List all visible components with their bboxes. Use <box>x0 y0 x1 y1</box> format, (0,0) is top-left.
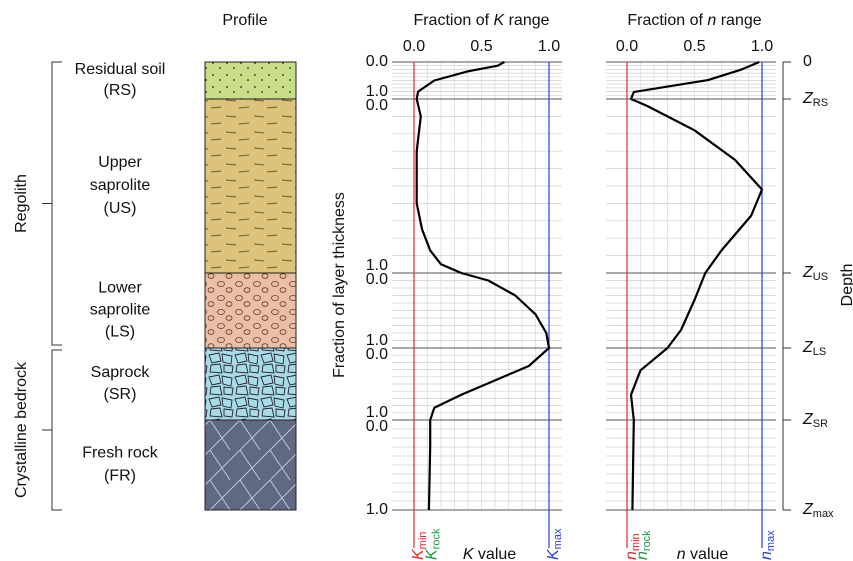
depth-label: Depth <box>839 264 853 307</box>
x-tick-label: 0.5 <box>683 38 705 55</box>
x-tick-label: 0.0 <box>616 38 638 55</box>
chart-title-part: K <box>493 12 505 29</box>
chart-title-part: range <box>716 12 761 29</box>
layer-label: (SR) <box>104 386 137 403</box>
layer-label: Upper <box>98 154 142 171</box>
y-tick-label: 0.0 <box>366 346 388 363</box>
group-label: Crystalline bedrock <box>13 361 30 498</box>
y-tick-label: 0.0 <box>366 271 388 288</box>
chart-title: Fraction of n range <box>627 12 761 29</box>
layer-label: (RS) <box>104 82 137 99</box>
profile-layer <box>204 347 297 421</box>
x-axis-label-part: n <box>677 546 686 561</box>
depth-tick-label: ZLS <box>802 339 826 358</box>
depth-tick-label-main: Z <box>802 501 814 518</box>
reference-label-main: K <box>545 548 562 560</box>
reference-label-main: K <box>410 548 427 560</box>
reference-label: nmax <box>758 530 777 560</box>
reference-label: nmin <box>623 533 642 560</box>
layer-label: (US) <box>104 200 137 217</box>
profile-layer <box>204 61 297 100</box>
x-tick-label: 0.5 <box>470 38 492 55</box>
reference-label-main: n <box>758 551 775 560</box>
data-line <box>629 60 764 511</box>
reference-label-sub: min <box>630 533 642 551</box>
depth-tick-label-main: Z <box>802 411 814 428</box>
y-tick-label: 0.0 <box>366 53 388 70</box>
group-label: Regolith <box>13 174 30 233</box>
layer-label: saprolite <box>90 177 151 194</box>
depth-tick-label: 0 <box>803 53 812 70</box>
reference-label-main: n <box>634 551 651 560</box>
layer-label: (FR) <box>104 468 136 485</box>
x-axis-label-part: value <box>473 546 516 561</box>
reference-label-sub: rock <box>430 528 442 549</box>
layer-label: saprolite <box>90 302 151 319</box>
profile-layer <box>204 98 297 274</box>
depth-tick-label-main: Z <box>802 264 814 281</box>
layer-label: Residual soil <box>75 61 166 78</box>
x-tick-label: 1.0 <box>751 38 773 55</box>
reference-label-main: n <box>623 551 640 560</box>
reference-label: Kmin <box>410 532 429 560</box>
y-tick-label: 1.0 <box>366 257 388 274</box>
chart-title: Fraction of K range <box>413 12 549 29</box>
profile-layer <box>204 419 297 511</box>
reference-label-sub: min <box>417 532 429 550</box>
profile-title: Profile <box>222 12 267 29</box>
chart-title-part: n <box>707 12 716 29</box>
depth-tick-label: ZRS <box>802 90 828 109</box>
reference-label: nrock <box>634 530 653 560</box>
y-tick-label: 0.0 <box>366 97 388 114</box>
depth-tick-label-sub: RS <box>813 97 828 109</box>
y-tick-label: 1.0 <box>366 501 388 518</box>
group-bracket <box>42 349 62 511</box>
depth-tick-label: Zmax <box>802 501 834 520</box>
x-axis-label-part: value <box>686 546 729 561</box>
layer-label: Saprock <box>91 364 151 381</box>
profile-layer <box>204 272 297 349</box>
depth-tick-label: ZSR <box>802 411 828 430</box>
depth-tick-label: ZUS <box>802 264 828 283</box>
depth-tick-label-sub: LS <box>813 346 826 358</box>
reference-label-sub: max <box>765 530 777 551</box>
layer-label: Fresh rock <box>82 445 159 462</box>
chart-title-part: range <box>504 12 549 29</box>
depth-tick-label-sub: US <box>813 271 828 283</box>
depth-tick-label-sub: max <box>813 508 834 520</box>
y-tick-label: 1.0 <box>366 332 388 349</box>
y-tick-label: 0.0 <box>366 418 388 435</box>
reference-label: Kmax <box>545 528 564 560</box>
y-axis-label: Fraction of layer thickness <box>331 192 348 378</box>
layer-label: Lower <box>98 280 142 297</box>
depth-tick-label-main: Z <box>802 339 814 356</box>
data-line <box>415 61 551 511</box>
layer-label: (LS) <box>105 324 135 341</box>
depth-tick-label-main: Z <box>802 90 814 107</box>
group-bracket <box>42 61 62 346</box>
reference-label-sub: max <box>552 528 564 549</box>
y-tick-label: 1.0 <box>366 83 388 100</box>
depth-tick-label-sub: SR <box>813 418 828 430</box>
y-tick-label: 1.0 <box>366 404 388 421</box>
reference-label-sub: rock <box>641 530 653 551</box>
x-tick-label: 0.0 <box>403 38 425 55</box>
x-tick-label: 1.0 <box>538 38 560 55</box>
x-axis-label: n value <box>677 546 729 561</box>
reference-label: Krock <box>424 528 443 560</box>
chart-title-part: Fraction of <box>627 12 707 29</box>
reference-label-main: K <box>424 548 441 560</box>
chart-title-part: Fraction of <box>413 12 493 29</box>
x-axis-label: K value <box>463 546 516 561</box>
x-axis-label-part: K <box>463 546 475 561</box>
